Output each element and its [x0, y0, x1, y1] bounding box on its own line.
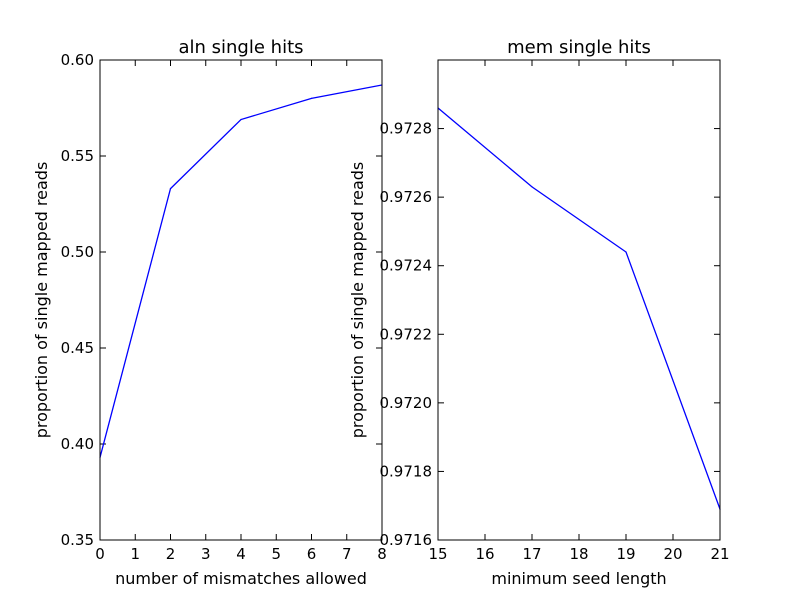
x-axis-label: number of mismatches allowed — [115, 569, 367, 588]
data-point — [310, 97, 313, 99]
plot-frame — [99, 59, 383, 541]
y-tick-label: 0.45 — [61, 339, 94, 357]
chart-mem-single-hits: mem single hits minimum seed length prop… — [348, 37, 730, 588]
x-tick-label: 7 — [342, 545, 352, 563]
x-tick-label: 3 — [201, 545, 211, 563]
x-tick-label: 17 — [522, 545, 541, 563]
y-tick-label: 0.9726 — [380, 188, 433, 206]
x-tick-label: 1 — [130, 545, 140, 563]
y-tick-label: 0.9728 — [380, 120, 433, 138]
y-axis-label: proportion of single mapped reads — [348, 162, 367, 439]
x-tick-label: 6 — [307, 545, 317, 563]
y-tick-label: 0.60 — [61, 51, 94, 69]
data-point — [169, 188, 172, 190]
series-line — [437, 107, 721, 510]
x-tick-label: 2 — [166, 545, 176, 563]
x-tick-label: 16 — [475, 545, 494, 563]
chart-title: aln single hits — [178, 37, 303, 58]
tick-label-group: 0 1 2 3 4 5 6 7 8 0.35 0.40 0.45 0.50 0.55 0.60 — [61, 51, 387, 563]
data-point — [531, 186, 533, 188]
data-point — [625, 251, 627, 253]
chart-title: mem single hits — [507, 37, 651, 58]
x-tick-label: 21 — [710, 545, 729, 563]
x-tick-label: 15 — [428, 545, 447, 563]
y-tick-label: 0.35 — [61, 531, 94, 549]
chart-aln-single-hits: aln single hits number of mismatches all… — [32, 37, 387, 588]
y-tick-label: 0.9722 — [380, 325, 433, 343]
y-tick-label: 0.40 — [61, 435, 94, 453]
y-tick-label: 0.9716 — [380, 531, 433, 549]
x-tick-label: 20 — [663, 545, 682, 563]
y-tick-label: 0.50 — [61, 243, 94, 261]
y-tick-label: 0.9718 — [380, 462, 433, 480]
y-tick-label: 0.9724 — [380, 257, 433, 275]
y-tick-label: 0.55 — [61, 147, 94, 165]
x-tick-label: 8 — [377, 545, 387, 563]
x-tick-label: 0 — [95, 545, 105, 563]
x-tick-label: 19 — [616, 545, 635, 563]
plot-frame — [437, 59, 721, 541]
x-tick-label: 18 — [569, 545, 588, 563]
data-point — [240, 118, 242, 121]
y-axis-label: proportion of single mapped reads — [32, 162, 51, 439]
tick-label-group: 15 16 17 18 19 20 21 0.9716 0.9718 0.9720 0.9722 0.… — [380, 120, 730, 563]
x-tick-label: 5 — [271, 545, 281, 563]
x-axis-label: minimum seed length — [491, 569, 666, 588]
x-tick-label: 4 — [236, 545, 246, 563]
y-tick-label: 0.9720 — [380, 394, 433, 412]
